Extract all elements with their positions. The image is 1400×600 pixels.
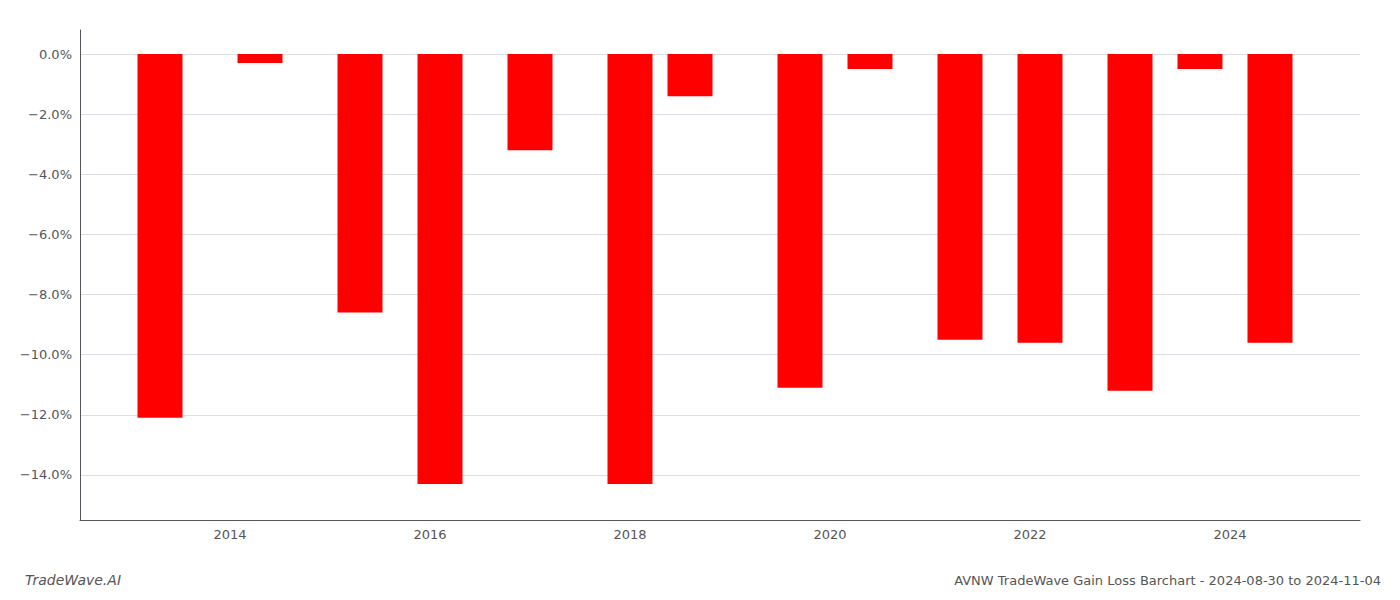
svg-text:−14.0%: −14.0% (20, 467, 72, 482)
svg-text:2020: 2020 (813, 527, 846, 542)
svg-text:2016: 2016 (413, 527, 446, 542)
svg-text:TradeWave.AI: TradeWave.AI (25, 572, 121, 588)
svg-text:−8.0%: −8.0% (28, 287, 72, 302)
svg-text:−2.0%: −2.0% (28, 107, 72, 122)
svg-text:2024: 2024 (1213, 527, 1246, 542)
svg-text:0.0%: 0.0% (39, 47, 72, 62)
svg-text:2014: 2014 (213, 527, 246, 542)
svg-text:2022: 2022 (1013, 527, 1046, 542)
svg-text:−12.0%: −12.0% (20, 407, 72, 422)
svg-text:−4.0%: −4.0% (28, 167, 72, 182)
svg-text:AVNW TradeWave Gain Loss Barch: AVNW TradeWave Gain Loss Barchart - 2024… (954, 573, 1381, 588)
svg-text:−6.0%: −6.0% (28, 227, 72, 242)
svg-text:2018: 2018 (613, 527, 646, 542)
svg-text:−10.0%: −10.0% (20, 347, 72, 362)
